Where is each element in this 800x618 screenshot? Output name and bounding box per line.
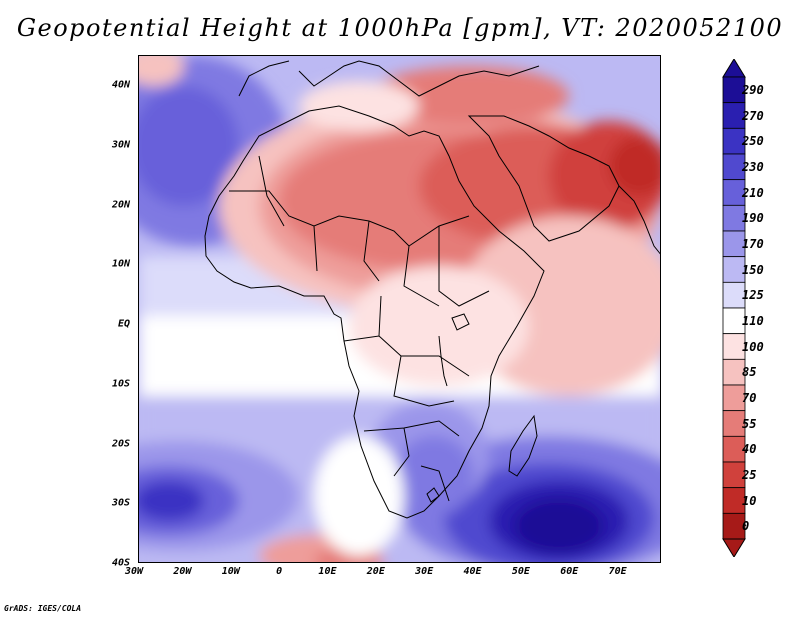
longitude-label: 20E [366,566,385,577]
colorbar-label: 230 [742,159,764,174]
latitude-label: 30S [111,497,130,509]
longitude-label: 10W [221,566,240,577]
longitude-label: 30W [124,566,144,577]
colorbar-top-arrow [722,59,746,78]
colorbar-label: 270 [742,108,764,123]
longitude-label: 40E [463,566,482,577]
shaded-height-field [139,56,660,562]
colorbar-label: 100 [742,339,764,354]
colorbar-label: 190 [742,211,764,226]
latitude-label: 20S [111,438,130,449]
map-title: Geopotential Height at 1000hPa [gpm], VT… [16,14,784,42]
longitude-label: 0 [276,566,283,577]
latitude-label: 40S [111,557,130,569]
credit-text: GrADS: IGES/COLA [4,604,82,613]
latitude-label: EQ [117,318,130,330]
colorbar-label: 290 [742,82,764,97]
longitude-label: 60E [560,566,579,577]
colorbar-label: 150 [742,262,764,277]
colorbar-label: 110 [742,313,764,328]
latitude-label: 40N [111,79,130,91]
colorbar-label: 210 [742,185,764,200]
colorbar-label: 0 [742,519,750,534]
longitude-label: 30E [415,566,434,577]
colorbar-label: 10 [742,493,757,508]
colorbar-bottom-arrow [722,538,746,557]
latitude-label: 20N [111,199,130,210]
geopotential-map [139,56,660,562]
colorbar-label: 85 [742,365,757,380]
colorbar-label: 55 [742,416,757,431]
longitude-label: 70E [608,566,627,577]
map-panel [138,55,661,563]
longitude-label: 10E [318,566,337,577]
longitude-label: 20W [173,566,192,577]
coastline-outlines [204,60,660,519]
latitude-label: 10N [111,258,130,270]
latitude-label: 30N [111,139,130,151]
colorbar-label: 70 [742,390,757,405]
latitude-label: 10S [111,378,130,390]
colorbar-label: 40 [742,442,757,457]
colorbar-label: 170 [742,236,764,251]
colorbar-label: 125 [742,288,764,303]
longitude-label: 50E [511,566,530,577]
colorbar-label: 25 [742,467,757,482]
colorbar [722,59,746,557]
colorbar-label: 250 [742,134,764,149]
